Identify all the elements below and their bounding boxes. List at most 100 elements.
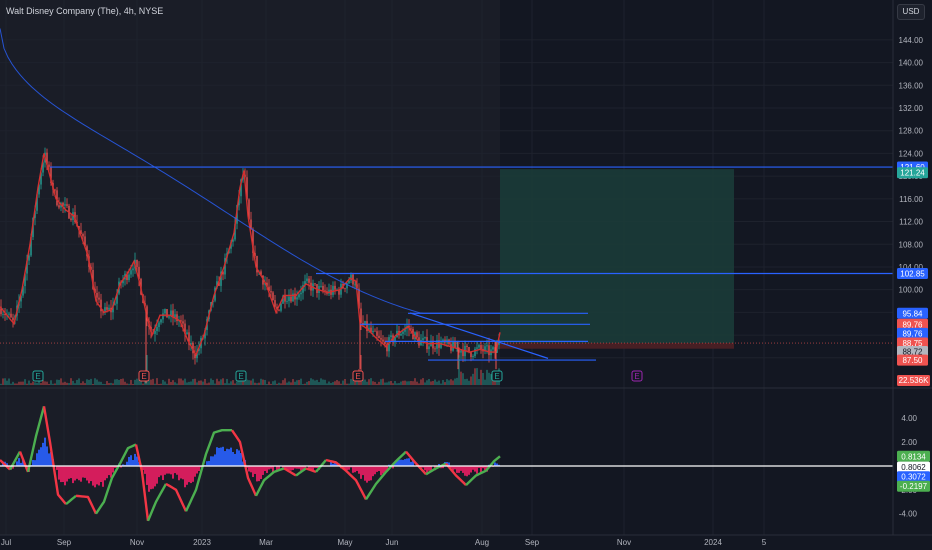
oscillator-histogram-bar: [46, 446, 48, 466]
oscillator-histogram-bar: [466, 465, 468, 477]
volume-bar: [86, 379, 88, 385]
volume-bar: [28, 380, 30, 385]
volume-bar: [186, 382, 188, 385]
oscillator-histogram-bar: [130, 455, 132, 466]
volume-bar: [388, 381, 390, 385]
volume-bar: [462, 373, 464, 385]
volume-bar: [280, 383, 282, 385]
oscillator-line: [65, 494, 77, 506]
volume-bar: [242, 379, 244, 385]
volume-bar: [330, 383, 332, 385]
volume-bar: [404, 380, 406, 385]
candle-body: [70, 218, 72, 220]
oscillator-histogram-bar: [356, 465, 358, 471]
candle-body: [192, 343, 194, 354]
volume-bar: [112, 383, 114, 385]
candle-body: [154, 331, 156, 334]
price-tick-label: 140.00: [899, 59, 924, 68]
volume-bar: [254, 382, 256, 385]
oscillator-histogram-bar: [348, 465, 350, 470]
candle-body: [2, 313, 4, 315]
candle-body: [422, 338, 424, 341]
volume-bar: [250, 380, 252, 385]
volume-bar: [338, 381, 340, 385]
oscillator-histogram-bar: [230, 447, 232, 466]
candle-body: [62, 202, 64, 206]
volume-bar: [10, 383, 12, 385]
oscillator-histogram-bar: [152, 465, 154, 489]
candle-body: [48, 164, 50, 167]
oscillator-histogram-bar: [106, 465, 108, 479]
volume-bar: [122, 378, 124, 385]
volume-bar: [128, 383, 130, 385]
oscillator-line: [425, 462, 447, 476]
oscillator-histogram-bar: [66, 465, 68, 482]
candle-body: [388, 337, 390, 352]
price-tag: [897, 167, 928, 179]
candle-body: [274, 300, 276, 307]
candle-body: [90, 266, 92, 270]
oscillator-histogram-bar: [110, 465, 112, 478]
volume-bar: [172, 380, 174, 385]
candle-body: [364, 321, 366, 325]
volume-bar: [0, 383, 2, 385]
volume-bar: [324, 379, 326, 385]
volume-bar: [198, 380, 200, 385]
oscillator-histogram-bar: [82, 465, 84, 478]
volume-bar: [16, 383, 18, 385]
oscillator-histogram-bar: [382, 465, 384, 474]
volume-bar: [264, 379, 266, 385]
oscillator-tag-label: 0.8134: [901, 452, 926, 461]
earnings-marker-icon: [138, 370, 150, 382]
volume-bar: [144, 381, 146, 385]
volume-bar: [374, 381, 376, 385]
oscillator-histogram-bar: [362, 465, 364, 476]
candle-body: [122, 279, 124, 284]
volume-bar: [30, 383, 32, 385]
oscillator-histogram-bar: [148, 465, 150, 492]
price-tick-label: 116.00: [899, 195, 923, 204]
volume-bar: [422, 378, 424, 385]
oscillator-histogram-bar: [174, 465, 176, 474]
candle-body: [472, 356, 474, 357]
oscillator-line: [465, 455, 501, 486]
volume-bar: [256, 383, 258, 385]
candle-body: [240, 179, 242, 197]
volume-bar: [392, 383, 394, 385]
volume-bar: [340, 383, 342, 385]
volume-bar: [138, 378, 140, 385]
volume-bar: [176, 383, 178, 385]
candle-body: [454, 341, 456, 349]
symbol-title: Walt Disney Company (The), 4h, NYSE: [6, 6, 164, 16]
volume-bar: [174, 382, 176, 385]
oscillator-histogram-bar: [260, 465, 262, 480]
oscillator-histogram-bar: [134, 453, 136, 466]
volume-bar: [142, 383, 144, 385]
volume-bar: [98, 381, 100, 385]
volume-bar: [448, 380, 450, 385]
currency-button[interactable]: USD: [897, 4, 925, 20]
oscillator-line: [254, 467, 285, 497]
candle-body: [256, 255, 258, 273]
candle-body: [452, 341, 454, 351]
price-tick-label: 128.00: [899, 127, 924, 136]
volume-bar: [384, 382, 386, 385]
oscillator-tick-label: 2.00: [901, 438, 917, 447]
volume-bar: [402, 380, 404, 385]
volume-bar: [148, 380, 150, 385]
price-tag: [897, 327, 928, 339]
candle-body: [298, 294, 300, 298]
volume-tag: [897, 375, 930, 386]
oscillator-histogram-bar: [184, 465, 186, 488]
volume-bar: [434, 379, 436, 385]
oscillator-histogram-bar: [410, 461, 412, 466]
candle-body: [488, 345, 490, 356]
candle-body: [216, 281, 218, 288]
oscillator-tag-label: 0.8062: [901, 463, 926, 472]
oscillator-line: [75, 494, 98, 515]
candle-body: [390, 335, 392, 338]
volume-bar: [226, 378, 228, 385]
price-tag: [897, 307, 928, 319]
